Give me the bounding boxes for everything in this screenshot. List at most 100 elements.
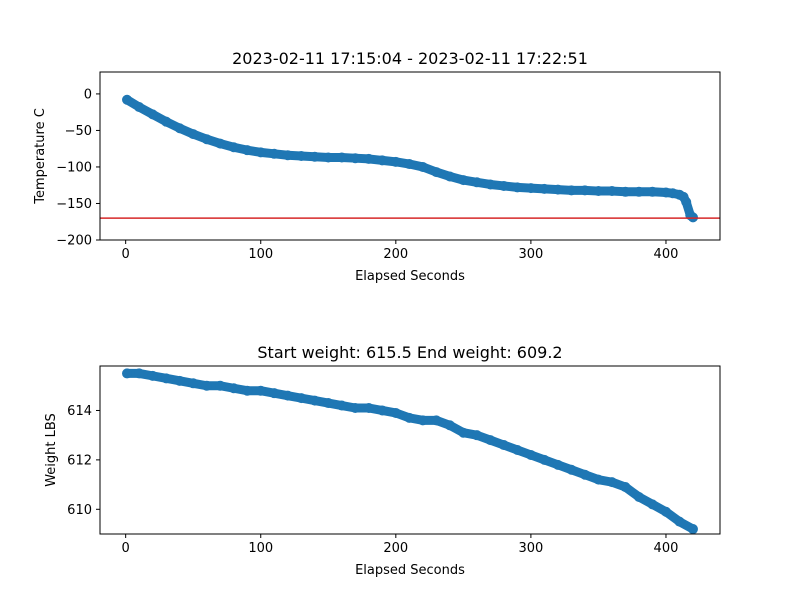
weight-plot-area [100, 366, 720, 534]
weight-point [498, 440, 509, 451]
temperature-point [633, 186, 644, 197]
temperature-point [134, 102, 145, 113]
weight-point [660, 506, 671, 517]
temperature-point [444, 171, 455, 182]
temperature-x-axis-label: Elapsed Seconds [355, 269, 465, 284]
weight-panel: Start weight: 615.5 End weight: 609.2 0 1… [44, 343, 721, 578]
weight-point [606, 477, 617, 488]
weight-y-tick-label: 614 [67, 404, 92, 419]
temperature-points [122, 94, 698, 223]
temperature-y-tick-label: −100 [56, 160, 92, 175]
weight-x-tick-label: 200 [383, 541, 408, 556]
weight-point [134, 368, 145, 379]
temperature-point [498, 180, 509, 191]
weight-point [485, 435, 496, 446]
weight-point [471, 430, 482, 441]
weight-point [255, 385, 266, 396]
weight-x-ticks: 0 100 200 300 400 [122, 534, 678, 556]
weight-x-axis-label: Elapsed Seconds [355, 563, 465, 578]
temperature-panel: 2023-02-11 17:15:04 - 2023-02-11 17:22:5… [33, 49, 721, 284]
weight-point [417, 415, 428, 426]
temperature-point [188, 129, 199, 140]
weight-point [296, 393, 307, 404]
weight-point [228, 383, 239, 394]
weight-point [201, 380, 212, 391]
temperature-point [255, 147, 266, 158]
temperature-point [647, 186, 658, 197]
temperature-point [269, 148, 280, 159]
weight-point [215, 380, 226, 391]
temperature-chart-title: 2023-02-11 17:15:04 - 2023-02-11 17:22:5… [232, 49, 588, 68]
temperature-point [323, 152, 334, 163]
weight-point [444, 420, 455, 431]
weight-point [309, 395, 320, 406]
temperature-point [174, 123, 185, 134]
temperature-point [404, 159, 415, 170]
weight-point [620, 482, 631, 493]
temperature-y-tick-label: −50 [65, 124, 92, 139]
temperature-point [431, 167, 442, 178]
temperature-point [552, 184, 563, 195]
temperature-y-axis-label: Temperature C [33, 108, 48, 205]
weight-point [633, 491, 644, 502]
temperature-point [512, 182, 523, 193]
temperature-point [377, 155, 388, 166]
temperature-point [147, 109, 158, 120]
temperature-plot-frame [99, 71, 721, 241]
temperature-x-tick-label: 200 [383, 247, 408, 262]
temperature-y-ticks: −200 −150 −100 −50 0 [56, 87, 100, 249]
weight-x-tick-label: 300 [518, 541, 543, 556]
temperature-x-tick-label: 100 [248, 247, 273, 262]
temperature-point [282, 150, 293, 161]
weight-point [363, 403, 374, 413]
weight-point [336, 400, 347, 411]
temperature-point [681, 197, 692, 208]
temperature-point [417, 161, 428, 172]
temperature-point [309, 151, 320, 162]
temperature-point [296, 151, 307, 161]
temperature-x-tick-label: 0 [122, 247, 130, 262]
weight-point [687, 524, 698, 535]
weight-y-tick-label: 610 [67, 503, 92, 518]
weight-point [674, 516, 685, 527]
weight-point [122, 368, 133, 379]
weight-x-tick-label: 100 [248, 541, 273, 556]
temperature-y-tick-label: −200 [56, 234, 92, 249]
temperature-point [525, 183, 536, 194]
temperature-point [539, 183, 550, 194]
weight-point [552, 459, 563, 470]
weight-chart-title: Start weight: 615.5 End weight: 609.2 [257, 343, 562, 362]
temperature-point [485, 179, 496, 190]
temperature-x-ticks: 0 100 200 300 400 [122, 240, 679, 262]
temperature-point [390, 156, 401, 167]
temperature-point [458, 175, 469, 186]
temperature-point [620, 186, 631, 197]
weight-x-tick-label: 0 [122, 541, 130, 556]
temperature-point [606, 186, 617, 197]
temperature-point [593, 186, 604, 197]
weight-point [566, 464, 577, 475]
weight-point [377, 405, 388, 416]
weight-y-tick-label: 612 [67, 453, 92, 468]
temperature-point [566, 185, 577, 196]
temperature-point [201, 134, 212, 145]
temperature-point [215, 138, 226, 149]
weight-y-axis-label: Weight LBS [44, 413, 59, 487]
temperature-x-tick-label: 400 [654, 247, 679, 262]
weight-point [431, 415, 442, 426]
weight-point [174, 375, 185, 386]
weight-point [512, 445, 523, 455]
weight-point [282, 390, 293, 401]
temperature-point [579, 185, 590, 196]
weight-plot-frame [99, 365, 721, 535]
weight-y-ticks: 610 612 614 [67, 404, 100, 518]
temperature-point [350, 153, 361, 164]
temperature-point [122, 94, 133, 105]
weight-point [350, 403, 361, 413]
weight-point [390, 407, 401, 418]
temperature-point [363, 153, 374, 164]
weight-point [323, 398, 334, 409]
weight-point [579, 469, 590, 480]
temperature-plot-area [100, 72, 720, 240]
